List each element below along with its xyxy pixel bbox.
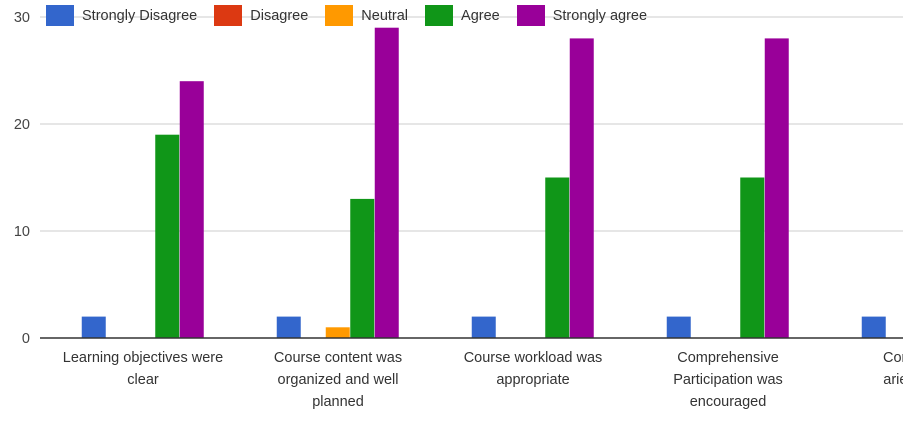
legend-item-strongly-agree: Strongly agree [516,5,648,26]
bar-strongly-disagree-1 [276,316,301,338]
legend-label: Neutral [361,7,409,24]
x-category-label: Course content was organized and well plan… [248,347,428,413]
x-category-label: Conten variety of ex [883,347,903,413]
y-tick-label: 0 [22,331,30,347]
bar-agree-1 [350,198,375,338]
x-category-label: Comprehensive Participation was encouraged [638,347,818,413]
x-category-label-line: ex [883,391,903,413]
x-category-label-line: clear [127,372,159,388]
x-category-label-line: appropriate [496,372,570,388]
bar-strongly-disagree-2 [471,316,496,338]
bar-strongly-disagree-0 [81,316,106,338]
legend-label: Disagree [250,7,309,24]
legend-item-disagree: Disagree [214,5,308,26]
x-category-label-line: encouraged [689,394,767,410]
legend-swatch [516,5,545,26]
legend-swatch [325,5,354,26]
bar-agree-2 [545,177,570,338]
bar-agree-0 [155,134,180,338]
legend-label: Strongly Disagree [82,7,198,24]
legend-label: Agree [461,7,500,24]
bar-strongly-disagree-4 [861,316,886,338]
x-category-label-line: Comprehensive [677,350,779,366]
y-tick-label: 20 [14,117,30,133]
x-category-label-line: variety of [883,372,903,388]
y-tick-label: 10 [14,224,30,240]
bar-strongly-disagree-3 [666,316,691,338]
legend-swatch [425,5,454,26]
x-category-label: Learning objectives were clear [53,347,233,391]
x-category-label-line: planned [312,394,364,410]
legend-swatch [214,5,243,26]
legend: Strongly Disagree Disagree Neutral Agree Str… [46,5,664,26]
x-category-label-line: Course content was [273,350,403,366]
bar-neutral-1 [325,327,350,338]
x-category-label-line: Learning objectives were [62,350,224,366]
legend-item-agree: Agree [425,5,500,26]
legend-item-strongly-disagree: Strongly Disagree [46,5,197,26]
y-tick-label: 30 [14,10,30,26]
y-axis-ticks: 0 10 20 30 [14,10,30,347]
x-category-label-line: Conten [883,350,903,366]
legend-label: Strongly agree [552,7,648,24]
x-category-label: Course workload was appropriate [443,347,623,391]
bars [81,27,886,339]
bar-strongly-agree-2 [569,38,594,339]
bar-strongly-agree-0 [179,81,204,338]
x-category-label-line: Course workload was [463,350,603,366]
x-category-label-line: organized and well [277,372,399,388]
bar-strongly-agree-3 [764,38,789,339]
bar-agree-3 [740,177,765,338]
x-category-label-line: Participation was [673,372,783,388]
legend-swatch [46,5,74,26]
legend-item-neutral: Neutral [325,5,408,26]
bar-strongly-agree-1 [374,27,399,338]
